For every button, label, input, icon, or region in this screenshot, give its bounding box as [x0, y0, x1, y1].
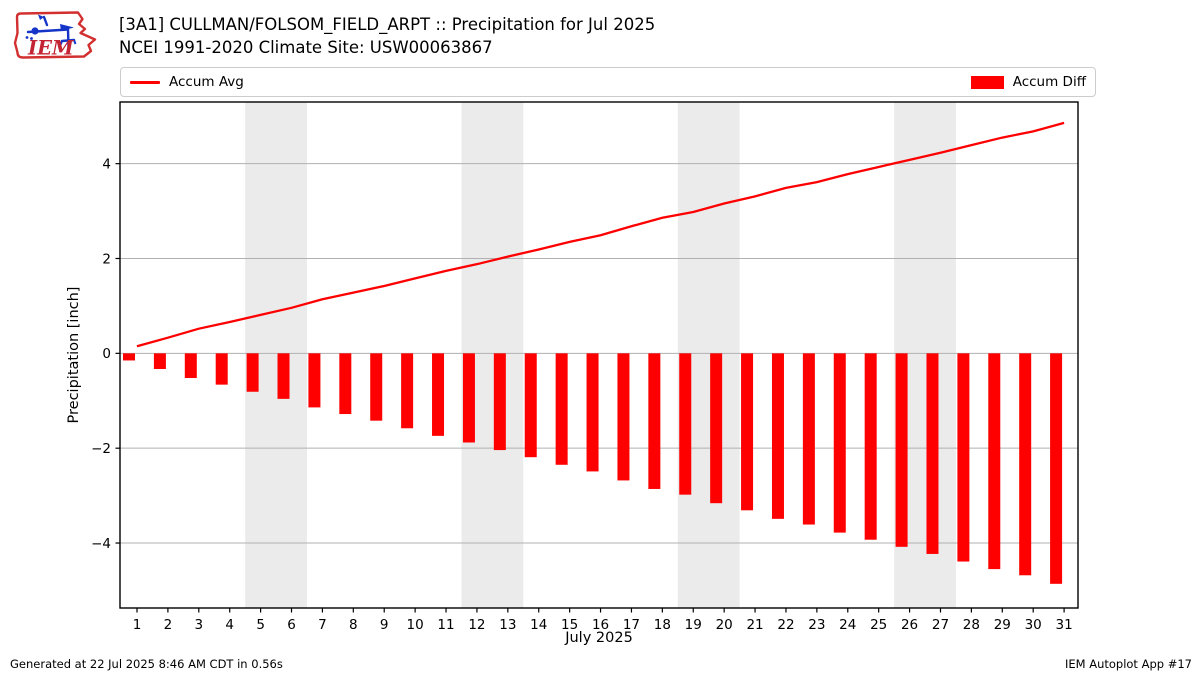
weather-vane-icon [25, 14, 77, 49]
accum-diff-bar-day-11 [432, 353, 445, 436]
accum-avg-line-swatch-icon [130, 80, 160, 84]
legend-item-accum-diff: Accum Diff [970, 74, 1086, 90]
accum-diff-bar-day-8 [339, 353, 352, 415]
x-tick-label: 4 [225, 617, 234, 633]
x-tick-label: 21 [746, 617, 763, 633]
chart-title: [3A1] CULLMAN/FOLSOM_FIELD_ARPT :: Preci… [119, 15, 656, 34]
accum-avg-line [136, 121, 1065, 348]
accum-diff-bar-day-6 [277, 353, 290, 399]
x-tick-label: 27 [932, 617, 949, 633]
x-tick-label: 30 [1025, 617, 1042, 633]
x-tick-label: 28 [963, 617, 980, 633]
x-tick-label: 5 [256, 617, 265, 633]
x-tick-label: 2 [164, 617, 173, 633]
iem-logo: IEM [13, 11, 97, 60]
y-tick-label: −2 [91, 441, 111, 457]
logo-iem-text: IEM [27, 37, 75, 60]
accum-diff-bar-day-28 [957, 353, 970, 562]
accum-diff-bar-day-4 [215, 353, 228, 385]
accum-diff-bar-day-16 [586, 353, 599, 472]
accum-diff-bar-day-1 [122, 353, 135, 361]
x-tick-label: 18 [654, 617, 671, 633]
x-tick-label: 1 [133, 617, 142, 633]
accum-diff-patch-swatch-icon [970, 75, 1004, 89]
accum-diff-bar-day-21 [741, 353, 754, 511]
x-tick-label: 9 [380, 617, 389, 633]
accum-diff-bar-day-22 [771, 353, 784, 519]
x-tick-label: 8 [349, 617, 358, 633]
accum-diff-bar-day-26 [895, 353, 908, 547]
accum-diff-bar-day-10 [401, 353, 414, 429]
x-tick-label: 12 [468, 617, 485, 633]
app-credit: IEM Autoplot App #17 [1064, 657, 1192, 671]
accum-diff-bar-day-3 [184, 353, 197, 378]
chart-legend: Accum Avg Accum Diff [120, 67, 1096, 97]
legend-label-accum-avg: Accum Avg [169, 74, 244, 90]
x-tick-label: 19 [685, 617, 702, 633]
accum-diff-bar-day-31 [1050, 353, 1063, 584]
x-tick-label: 24 [839, 617, 856, 633]
y-axis-label: Precipitation [inch] [66, 286, 82, 424]
legend-item-accum-avg: Accum Avg [130, 74, 244, 90]
y-tick-label: 4 [102, 156, 111, 172]
generated-timestamp: Generated at 22 Jul 2025 8:46 AM CDT in … [10, 657, 283, 671]
y-tick-label: 2 [102, 251, 111, 267]
x-tick-label: 3 [195, 617, 204, 633]
accum-diff-bar-day-2 [153, 353, 166, 369]
accum-diff-bar-day-30 [1019, 353, 1032, 576]
x-tick-label: 29 [994, 617, 1011, 633]
accum-diff-bar-day-19 [679, 353, 692, 495]
x-tick-label: 23 [808, 617, 825, 633]
x-tick-label: 15 [561, 617, 578, 633]
accum-diff-bar-day-13 [493, 353, 506, 451]
y-tick-label: 0 [102, 346, 111, 362]
plot-border [119, 101, 1079, 609]
x-tick-label: 25 [870, 617, 887, 633]
x-tick-label: 31 [1055, 617, 1072, 633]
x-tick-label: 16 [592, 617, 609, 633]
accum-diff-bar-day-27 [926, 353, 939, 554]
x-tick-label: 11 [437, 617, 454, 633]
x-tick-label: 14 [530, 617, 547, 633]
iowa-outline-icon [13, 11, 97, 59]
legend-label-accum-diff: Accum Diff [1012, 74, 1086, 90]
accum-diff-bar-day-18 [648, 353, 661, 489]
y-tick-label: −4 [91, 536, 111, 552]
accum-diff-bar-day-9 [370, 353, 383, 421]
accum-diff-bar-day-24 [833, 353, 846, 533]
x-tick-label: 22 [777, 617, 794, 633]
chart-subtitle: NCEI 1991-2020 Climate Site: USW00063867 [119, 38, 493, 57]
x-tick-label: 6 [287, 617, 296, 633]
accum-diff-bar-day-23 [802, 353, 815, 525]
accum-diff-bar-day-29 [988, 353, 1001, 570]
x-axis-label: July 2025 [565, 630, 633, 646]
x-tick-label: 26 [901, 617, 918, 633]
x-tick-label: 7 [318, 617, 327, 633]
accum-diff-bar-day-15 [555, 353, 568, 465]
accum-diff-bar-day-5 [246, 353, 259, 392]
x-tick-label: 20 [716, 617, 733, 633]
accum-diff-bar-day-14 [524, 353, 537, 458]
x-tick-label: 13 [499, 617, 516, 633]
accum-diff-bar-day-7 [308, 353, 321, 408]
title-block: [3A1] CULLMAN/FOLSOM_FIELD_ARPT :: Preci… [119, 13, 655, 59]
accum-diff-bar-day-25 [864, 353, 877, 540]
x-tick-label: 17 [623, 617, 640, 633]
accum-diff-bar-day-20 [710, 353, 723, 504]
x-tick-label: 10 [407, 617, 424, 633]
accum-diff-bar-day-17 [617, 353, 630, 481]
accum-diff-bar-day-12 [462, 353, 475, 443]
